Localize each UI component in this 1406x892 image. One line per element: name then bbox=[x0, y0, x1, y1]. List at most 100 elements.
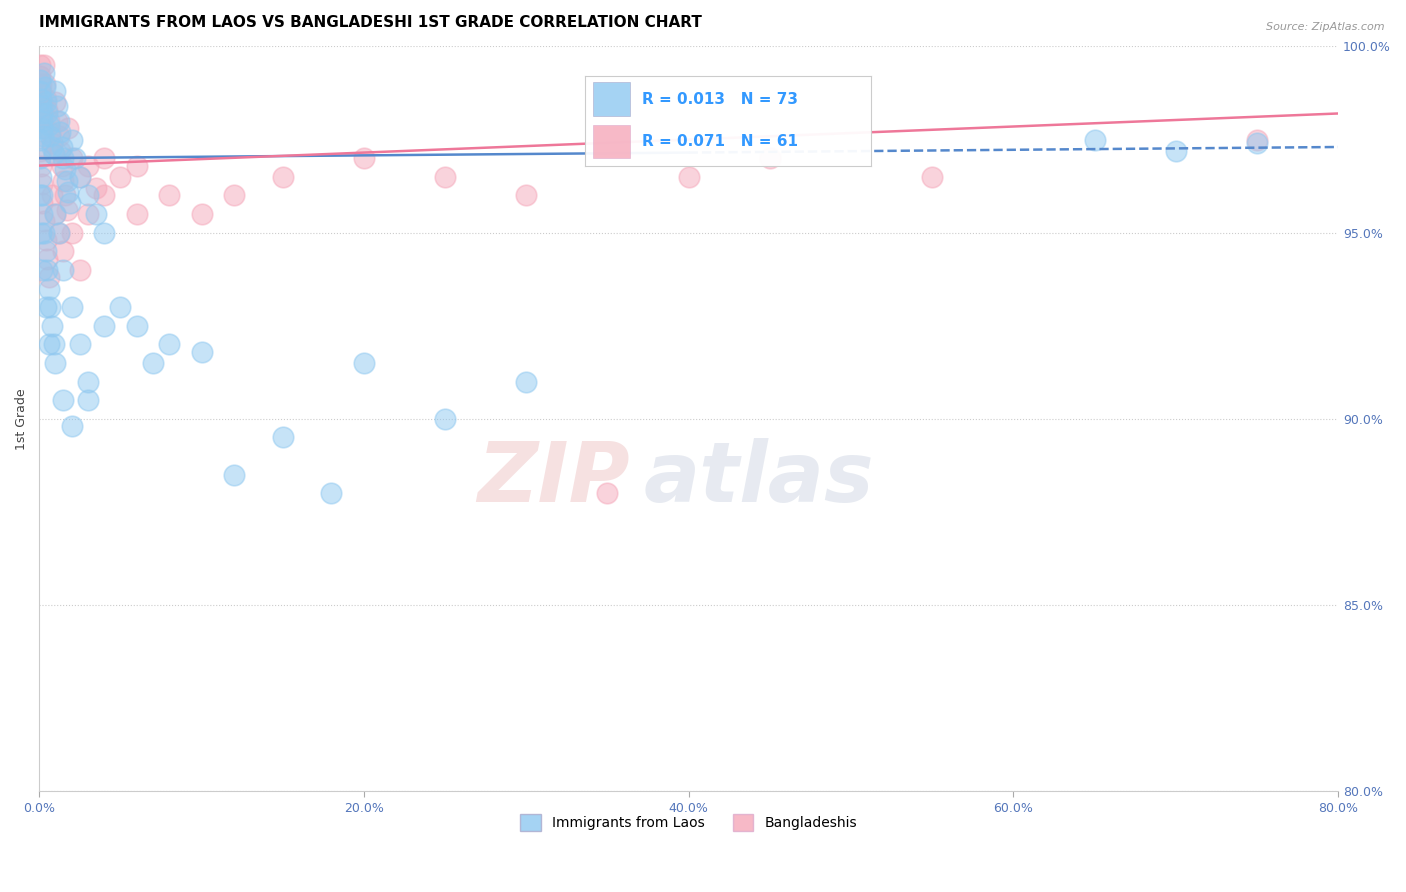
Point bbox=[321, 486, 343, 500]
Point bbox=[93, 188, 115, 202]
Point bbox=[596, 486, 619, 500]
Point bbox=[271, 430, 294, 444]
Point bbox=[28, 132, 51, 146]
Point bbox=[32, 58, 55, 72]
Point bbox=[31, 114, 53, 128]
Point bbox=[32, 128, 55, 143]
Point bbox=[125, 159, 148, 173]
Point bbox=[434, 169, 457, 184]
Point bbox=[52, 393, 75, 408]
Point bbox=[28, 188, 51, 202]
Point bbox=[44, 84, 66, 98]
Point bbox=[921, 169, 943, 184]
Point bbox=[30, 151, 52, 165]
Point bbox=[30, 92, 52, 106]
Point bbox=[28, 73, 51, 87]
Point bbox=[58, 121, 80, 136]
Point bbox=[31, 103, 53, 117]
Point bbox=[515, 375, 537, 389]
Point bbox=[30, 84, 52, 98]
Point bbox=[31, 95, 53, 110]
Point bbox=[49, 144, 72, 158]
Point bbox=[32, 121, 55, 136]
Point bbox=[34, 244, 56, 259]
Point bbox=[69, 169, 91, 184]
Point bbox=[32, 226, 55, 240]
Point bbox=[49, 125, 72, 139]
Point bbox=[76, 188, 98, 202]
Point bbox=[44, 356, 66, 370]
Point bbox=[55, 173, 77, 187]
Point bbox=[30, 226, 52, 240]
Point bbox=[48, 114, 70, 128]
Point bbox=[515, 188, 537, 202]
Point bbox=[39, 300, 62, 314]
Point bbox=[84, 207, 107, 221]
Point bbox=[110, 300, 132, 314]
Point bbox=[37, 106, 59, 120]
Point bbox=[222, 467, 245, 482]
Point bbox=[37, 263, 59, 277]
Point bbox=[58, 185, 80, 199]
Point bbox=[41, 318, 63, 333]
Point bbox=[32, 65, 55, 79]
Point bbox=[48, 226, 70, 240]
Point bbox=[1246, 136, 1268, 151]
Point bbox=[30, 84, 52, 98]
Point bbox=[434, 412, 457, 426]
Point bbox=[1246, 132, 1268, 146]
Point bbox=[46, 114, 69, 128]
Point bbox=[31, 188, 53, 202]
Point bbox=[51, 159, 73, 173]
Point bbox=[678, 169, 700, 184]
Text: ZIP: ZIP bbox=[478, 438, 630, 519]
Point bbox=[44, 207, 66, 221]
Point bbox=[38, 337, 60, 351]
Point bbox=[37, 252, 59, 266]
Point bbox=[31, 106, 53, 120]
Point bbox=[41, 188, 63, 202]
Point bbox=[353, 151, 375, 165]
Point bbox=[93, 151, 115, 165]
Point bbox=[76, 393, 98, 408]
Text: atlas: atlas bbox=[643, 438, 875, 519]
Point bbox=[30, 159, 52, 173]
Point bbox=[34, 95, 56, 110]
Point bbox=[69, 337, 91, 351]
Point bbox=[52, 173, 75, 187]
Point bbox=[34, 77, 56, 91]
Point bbox=[157, 188, 180, 202]
Point bbox=[30, 77, 52, 91]
Point bbox=[93, 318, 115, 333]
Point bbox=[48, 128, 70, 143]
Point bbox=[39, 128, 62, 143]
Text: Source: ZipAtlas.com: Source: ZipAtlas.com bbox=[1267, 22, 1385, 32]
Point bbox=[60, 151, 83, 165]
Point bbox=[76, 375, 98, 389]
Point bbox=[63, 151, 86, 165]
Point bbox=[69, 169, 91, 184]
Point bbox=[32, 214, 55, 228]
Point bbox=[44, 95, 66, 110]
Point bbox=[28, 58, 51, 72]
Point bbox=[110, 169, 132, 184]
Point bbox=[38, 118, 60, 132]
Point bbox=[41, 136, 63, 151]
Point bbox=[34, 92, 56, 106]
Point bbox=[60, 300, 83, 314]
Point bbox=[34, 233, 56, 247]
Point bbox=[55, 203, 77, 218]
Point bbox=[44, 207, 66, 221]
Legend: Immigrants from Laos, Bangladeshis: Immigrants from Laos, Bangladeshis bbox=[515, 808, 863, 837]
Point bbox=[759, 151, 782, 165]
Point bbox=[30, 169, 52, 184]
Text: IMMIGRANTS FROM LAOS VS BANGLADESHI 1ST GRADE CORRELATION CHART: IMMIGRANTS FROM LAOS VS BANGLADESHI 1ST … bbox=[39, 15, 702, 30]
Point bbox=[48, 226, 70, 240]
Point bbox=[59, 195, 82, 210]
Point bbox=[42, 337, 65, 351]
Point bbox=[125, 318, 148, 333]
Point bbox=[353, 356, 375, 370]
Point bbox=[157, 337, 180, 351]
Point bbox=[38, 270, 60, 285]
Point bbox=[31, 263, 53, 277]
